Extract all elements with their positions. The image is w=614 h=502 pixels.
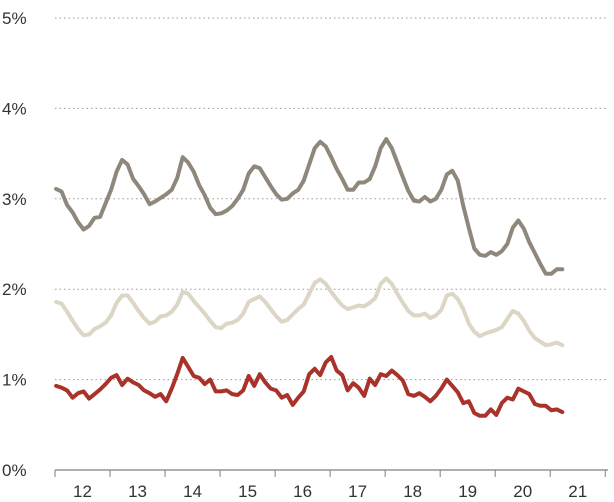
x-tick-label: 16 bbox=[293, 482, 312, 501]
x-tick-label: 20 bbox=[513, 482, 532, 501]
x-tick-label: 17 bbox=[348, 482, 367, 501]
y-tick-label: 2% bbox=[2, 280, 27, 299]
y-tick-label: 0% bbox=[2, 461, 27, 480]
y-tick-label: 1% bbox=[2, 371, 27, 390]
x-tick-label: 12 bbox=[73, 482, 92, 501]
x-tick-label: 18 bbox=[403, 482, 422, 501]
x-tick-label: 21 bbox=[568, 482, 587, 501]
y-tick-label: 3% bbox=[2, 190, 27, 209]
x-tick-label: 19 bbox=[458, 482, 477, 501]
axes: 0% 1% 2% 3% 4% 5% 12 13 14 15 16 17 18 19 20 21 bbox=[2, 9, 608, 501]
x-tick-label: 14 bbox=[183, 482, 202, 501]
x-tick-label: 15 bbox=[238, 482, 257, 501]
y-tick-label: 4% bbox=[2, 99, 27, 118]
x-tick-label: 13 bbox=[128, 482, 147, 501]
series-line-1 bbox=[54, 137, 565, 276]
series-line-2 bbox=[54, 276, 565, 348]
series-lines bbox=[54, 137, 565, 418]
series-line-3 bbox=[54, 355, 565, 418]
y-tick-label: 5% bbox=[2, 9, 27, 28]
